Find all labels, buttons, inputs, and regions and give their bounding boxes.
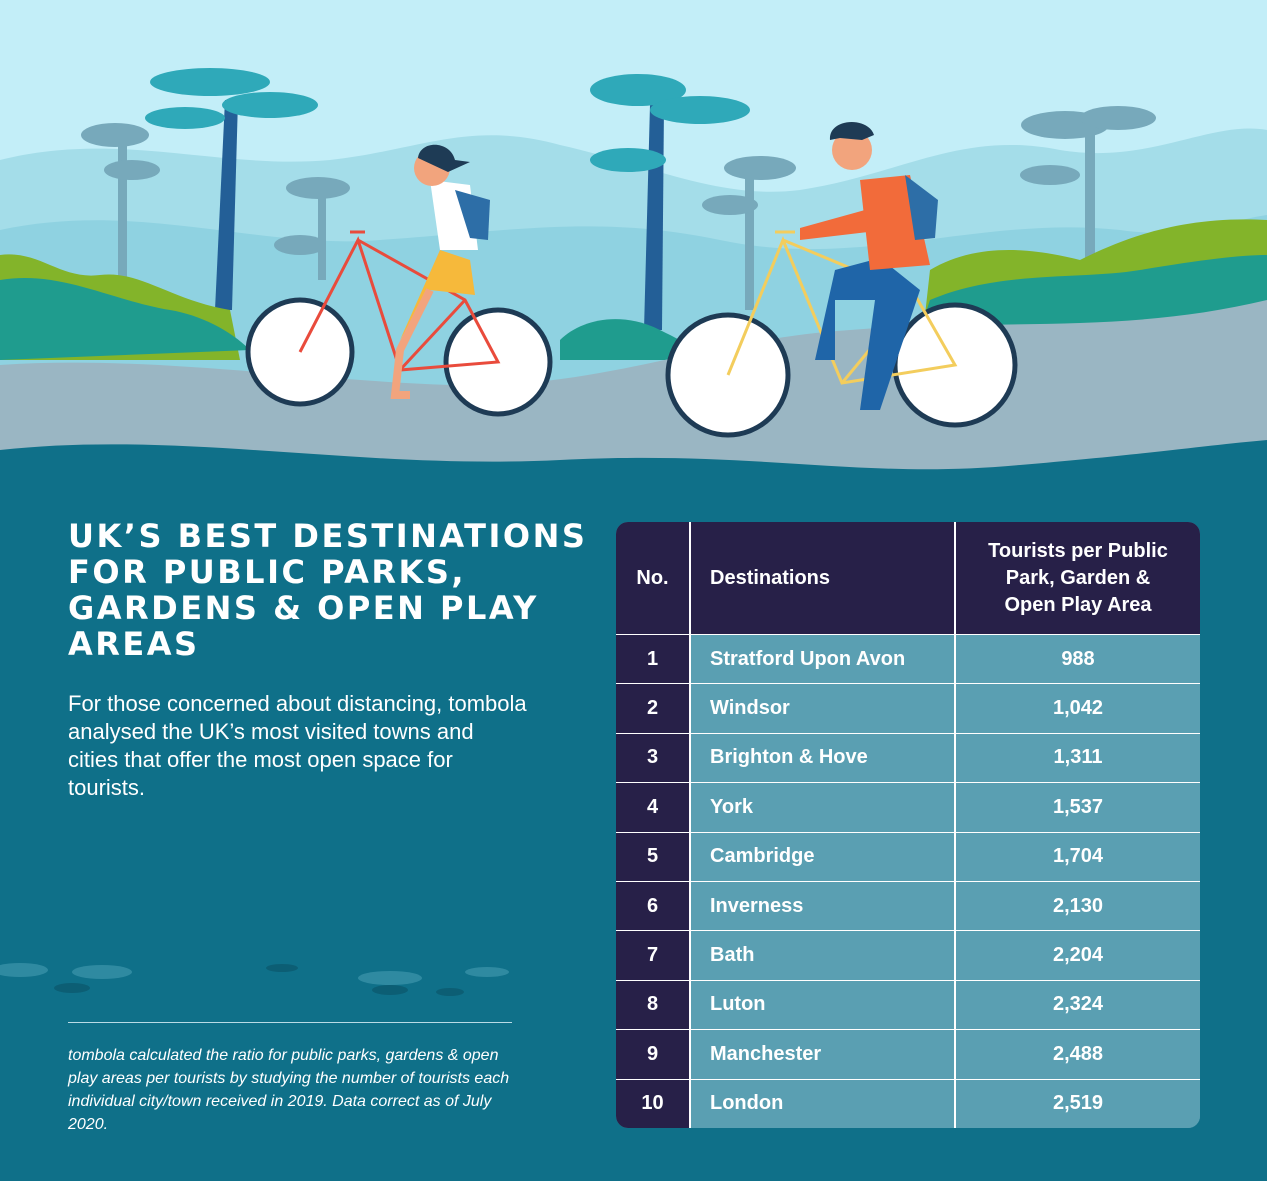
header-tourists-ratio: Tourists per Public Park, Garden & Open … [988,539,1168,616]
row-destination: London [691,1079,956,1128]
table-row: 5 Cambridge 1,704 [616,831,1200,881]
intro-paragraph: For those concerned about distancing, to… [68,691,527,800]
row-tourists-ratio: 2,488 [956,1030,1200,1079]
header-destinations: Destinations [691,522,956,634]
table-row: 2 Windsor 1,042 [616,683,1200,733]
row-tourists-ratio: 1,537 [956,783,1200,832]
row-rank: 4 [616,783,691,832]
row-destination: Bath [691,931,956,980]
row-tourists-ratio: 1,042 [956,684,1200,733]
row-rank: 2 [616,684,691,733]
row-destination: Inverness [691,881,956,931]
table-row: 4 York 1,537 [616,782,1200,832]
puddles-decoration [0,963,509,996]
table-row: 8 Luton 2,324 [616,979,1200,1030]
row-destination: Manchester [691,1030,956,1079]
female-cyclist [390,144,490,399]
methodology-footnote: tombola calculated the ratio for public … [68,1047,510,1133]
table-row: 6 Inverness 2,130 [616,880,1200,931]
row-destination: Stratford Upon Avon [691,635,956,684]
row-rank: 5 [616,832,691,881]
destinations-table: No. Destinations Tourists per Public Par… [616,522,1200,1128]
row-rank: 10 [616,1079,691,1128]
background-trees [81,106,1156,310]
row-tourists-ratio: 1,704 [956,832,1200,881]
foreground-trees [145,68,750,330]
row-rank: 1 [616,635,691,684]
row-tourists-ratio: 2,130 [956,881,1200,931]
row-rank: 9 [616,1030,691,1079]
male-cyclist [800,122,938,410]
table-header: No. Destinations Tourists per Public Par… [616,522,1200,634]
row-tourists-ratio: 2,204 [956,931,1200,980]
row-destination: Luton [691,980,956,1030]
table-row: 10 London 2,519 [616,1078,1200,1128]
row-tourists-ratio: 2,324 [956,980,1200,1030]
row-destination: Brighton & Hove [691,733,956,783]
row-rank: 8 [616,980,691,1030]
footnote-divider [68,1022,512,1023]
row-rank: 7 [616,931,691,980]
row-tourists-ratio: 1,311 [956,733,1200,783]
row-destination: Windsor [691,684,956,733]
row-tourists-ratio: 988 [956,635,1200,684]
row-rank: 6 [616,881,691,931]
cyclists-illustration [0,0,1267,490]
table-row: 3 Brighton & Hove 1,311 [616,732,1200,783]
table-row: 1 Stratford Upon Avon 988 [616,634,1200,684]
page-title: UK’s best destinations for public parks,… [68,517,588,663]
red-bicycle [245,230,553,417]
row-destination: York [691,783,956,832]
table-body: 1 Stratford Upon Avon 988 2 Windsor 1,042 3 Bri… [616,634,1200,1128]
header-no: No. [616,522,691,634]
row-tourists-ratio: 2,519 [956,1079,1200,1128]
table-row: 7 Bath 2,204 [616,930,1200,980]
row-rank: 3 [616,733,691,783]
table-row: 9 Manchester 2,488 [616,1029,1200,1079]
row-destination: Cambridge [691,832,956,881]
